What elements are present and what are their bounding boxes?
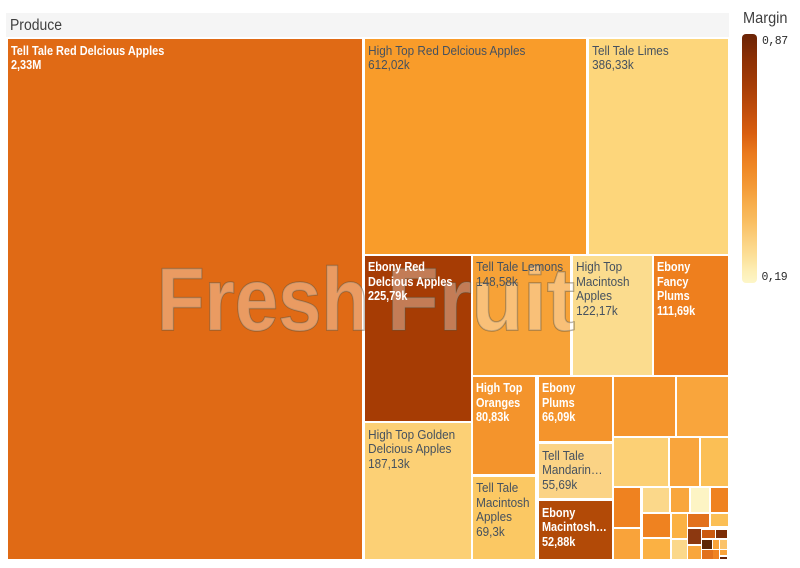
svg-text:Fresh: Fresh: [157, 249, 369, 349]
svg-text:Fruit: Fruit: [387, 249, 575, 349]
